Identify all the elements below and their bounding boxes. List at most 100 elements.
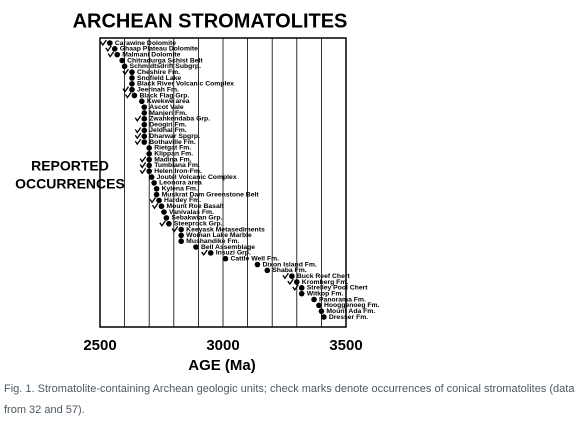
data-point — [178, 226, 184, 233]
point-label: Shaba Fm. — [272, 267, 306, 274]
data-point — [119, 57, 125, 64]
point-label: Mount Ada Fm. — [326, 308, 375, 315]
point-label: Leonora area — [159, 180, 202, 187]
data-point — [161, 209, 167, 215]
x-tick-label: 2500 — [83, 337, 116, 354]
point-label: Dharwar Spgrp. — [149, 133, 200, 140]
data-point — [298, 290, 305, 297]
point-label: Madina Fm. — [154, 156, 191, 163]
point-label: Hardey Fm. — [164, 197, 201, 204]
y-axis-label: REPORTED — [31, 158, 109, 174]
data-point — [129, 69, 135, 75]
point-label: Tumbiana Fm. — [154, 162, 200, 169]
data-point — [146, 145, 152, 151]
check-mark — [139, 156, 147, 163]
data-point — [153, 191, 160, 198]
data-point — [114, 51, 121, 58]
check-mark — [171, 226, 179, 233]
point-label: Strelley Pool Chert — [307, 285, 369, 292]
data-point — [316, 302, 322, 309]
data-point — [139, 98, 145, 105]
point-label: Buck Reef Chert — [297, 273, 351, 280]
data-point — [146, 150, 152, 157]
data-point — [207, 250, 214, 256]
data-point — [107, 40, 113, 46]
point-label: Kwekwe area — [147, 98, 190, 105]
point-label: Helen Iron-Fm. — [154, 168, 202, 175]
x-tick-label: 3000 — [206, 337, 239, 354]
check-mark — [134, 132, 142, 140]
data-point — [146, 162, 152, 169]
data-point — [321, 314, 327, 320]
point-label: Joutel Volcanic Complex — [157, 174, 237, 181]
data-point — [146, 168, 152, 175]
data-point — [141, 121, 148, 128]
check-mark — [134, 138, 142, 146]
data-point — [193, 244, 199, 250]
point-label: Mushandike Fm. — [186, 238, 239, 245]
check-mark — [122, 86, 130, 93]
data-point — [131, 92, 138, 99]
point-label: Steeprock Grp. — [174, 221, 223, 228]
check-mark — [107, 51, 115, 58]
point-label: Jeldhal Fm. — [149, 127, 187, 134]
point-label: Chitradurga Schist Belt — [127, 57, 203, 64]
data-point — [141, 110, 148, 116]
point-label: Mount Roe Basalt — [167, 203, 225, 210]
data-point — [121, 63, 128, 70]
data-point — [163, 215, 170, 221]
data-point — [178, 238, 184, 245]
check-mark — [122, 68, 130, 76]
point-label: Insuzi Grp. — [216, 250, 251, 257]
data-point — [146, 156, 152, 163]
check-mark — [134, 127, 142, 134]
data-point — [311, 296, 317, 303]
chart-title: ARCHEAN STROMATOLITES — [73, 10, 348, 32]
data-point — [294, 279, 300, 285]
check-mark — [201, 249, 208, 257]
point-label: Dresser Fm. — [329, 314, 368, 321]
check-mark — [159, 220, 166, 227]
point-label: Keeyask Metasediments — [186, 226, 265, 233]
data-point — [141, 133, 148, 140]
data-point — [129, 86, 135, 93]
point-label: Cheshire Fm. — [137, 69, 180, 76]
point-label: Zwankendaba Grp. — [149, 116, 210, 123]
point-label: Klippan Fm. — [154, 151, 193, 158]
y-axis-label: OCCURRENCES — [15, 176, 125, 192]
point-label: Bothaville Fm. — [149, 139, 196, 146]
data-point — [318, 308, 325, 314]
point-label: Kromberg Fm. — [302, 279, 349, 286]
point-label: Schmidtsdrift Subgrp. — [130, 63, 201, 70]
point-label: Black Flag Grp. — [139, 92, 189, 99]
point-label: Jeerinah Fm. — [137, 86, 179, 93]
check-mark — [139, 167, 147, 175]
point-label: Ghaap Plateau Dolomite — [120, 46, 198, 53]
point-label: Snofield Lake — [137, 75, 181, 82]
data-point — [254, 261, 261, 268]
check-mark — [139, 162, 147, 169]
point-label: Black River Volcanic Complex — [137, 81, 234, 88]
point-label: Hooggenoeg Fm. — [324, 302, 380, 309]
point-label: Rietgat Fm. — [154, 145, 191, 152]
point-label: Ascot Vale — [149, 104, 184, 111]
check-mark — [134, 115, 142, 122]
point-label: Manjeri Fm. — [149, 110, 187, 117]
point-label: Carawine Dolomite — [115, 40, 176, 47]
point-label: Malmani Dolomite — [122, 51, 180, 58]
point-label: Witkop Fm. — [307, 290, 344, 297]
point-label: Woman Lake Marble — [186, 232, 252, 239]
x-axis-label: AGE (Ma) — [188, 357, 256, 374]
data-point — [289, 273, 295, 279]
data-point — [158, 203, 165, 210]
caption: Fig. 1. Stromatolite-containing Archean … — [4, 383, 575, 416]
check-mark — [124, 92, 132, 99]
point-label: Muskrat Dam Greenstone Belt — [162, 191, 260, 198]
point-label: Panorama Fm. — [319, 296, 366, 303]
data-point — [129, 81, 135, 87]
point-label: Kylena Fm. — [162, 186, 198, 193]
data-point — [151, 180, 157, 186]
data-point — [178, 232, 184, 239]
data-point — [141, 104, 148, 110]
